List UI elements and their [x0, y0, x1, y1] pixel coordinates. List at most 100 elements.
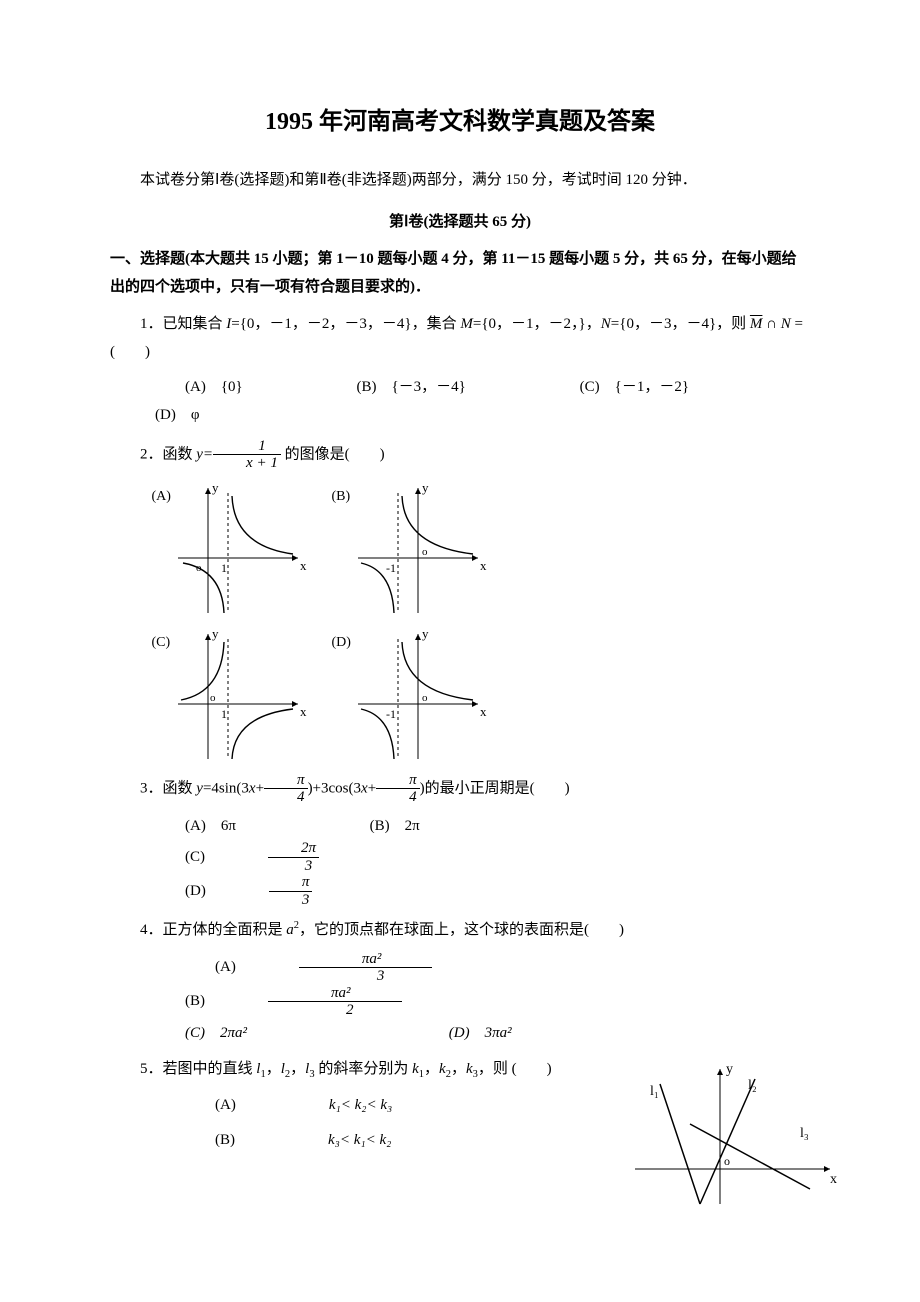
q2-graph-d: (D) x y o -1 — [328, 624, 488, 764]
q3-pi1: π — [264, 772, 308, 790]
svg-text:x: x — [830, 1172, 837, 1187]
q5-opt-b: (B) k₃< k₁< k₂ — [155, 1126, 439, 1155]
q3-cd: 3 — [268, 858, 319, 875]
q4-an: πa² — [332, 951, 382, 968]
q2-svg-b: x y o -1 — [328, 478, 488, 618]
svg-text:y: y — [212, 480, 219, 495]
intro-text: 本试卷分第Ⅰ卷(选择题)和第Ⅱ卷(非选择题)两部分，满分 150 分，考试时间 … — [110, 166, 810, 195]
q3-options: (A) 6π (B) 2π (C) 2π3 (D) π3 — [110, 812, 810, 909]
q2-svg-d: x y o -1 — [328, 624, 488, 764]
q1-m-bar: M — [750, 316, 763, 332]
q5-d: 的斜率分别为 — [315, 1061, 413, 1077]
q4-a: 4．正方体的全面积是 — [140, 922, 286, 938]
q2-graph-b: (B) x y o -1 — [328, 478, 488, 618]
q1-cap: ∩ — [762, 316, 780, 332]
svg-text:x: x — [300, 704, 307, 719]
q3-c-pre: (C) — [155, 843, 220, 872]
q3-frac2: π4 — [376, 772, 420, 806]
svg-text:-1: -1 — [386, 707, 396, 721]
q4-a2: a — [286, 922, 294, 938]
q1-text-a: 1．已知集合 — [140, 316, 226, 332]
q3-dn: π — [269, 874, 313, 892]
q3-c: + — [256, 780, 264, 796]
q1-opt-a: (A) {0} — [155, 373, 243, 402]
q2-text-b: 的图像是( ) — [281, 446, 385, 462]
svg-text:-1: -1 — [386, 561, 396, 575]
q3-opt-c: (C) 2π3 — [125, 840, 415, 874]
q3-f: )的最小正周期是( ) — [420, 780, 570, 796]
q3-frac1: π4 — [264, 772, 308, 806]
q5-c: ， — [290, 1061, 305, 1077]
q3-d-pre: (D) — [155, 877, 221, 906]
q2-graphs-row1: (A) x y o 1 (B) x y o -1 — [148, 478, 811, 618]
q5-k3: k — [466, 1061, 473, 1077]
q3-x1: x — [249, 780, 256, 796]
q1-N2: N — [781, 316, 791, 332]
q5-k2: k — [439, 1061, 446, 1077]
q3-a: 3．函数 — [140, 780, 196, 796]
q1-text-c: ={0，－1，－2，}， — [473, 316, 601, 332]
q4-b-frac: πa²2 — [268, 985, 450, 1019]
svg-text:x: x — [480, 704, 487, 719]
q3-e: + — [368, 780, 376, 796]
q4-b: ，它的顶点都在球面上，这个球的表面积是( ) — [299, 922, 624, 938]
q4-opt-a: (A) πa²3 — [155, 951, 528, 985]
q3-c-frac: 2π3 — [268, 840, 367, 874]
svg-text:x: x — [300, 558, 307, 573]
svg-text:l₂: l₂ — [748, 1078, 757, 1093]
q2-graphs-row2: (C) x y o 1 (D) x y o -1 — [148, 624, 811, 764]
svg-text:y: y — [422, 626, 429, 641]
q1-opt-d: (D) φ — [125, 401, 199, 430]
q5-e: ，则 ( ) — [478, 1061, 552, 1077]
question-3: 3．函数 y=4sin(3x+π4)+3cos(3x+π4)的最小正周期是( ) — [110, 772, 810, 806]
svg-text:o: o — [422, 692, 428, 704]
q3-b: =4sin(3 — [203, 780, 249, 796]
part-header: 第Ⅰ卷(选择题共 65 分) — [110, 208, 810, 237]
q4-opt-d: (D) 3πa² — [389, 1019, 560, 1048]
q2-frac-den: x + 1 — [213, 455, 281, 472]
q4-a-pre: (A) — [185, 953, 251, 982]
q2-fraction: 1x + 1 — [213, 438, 281, 472]
svg-text:y: y — [212, 626, 219, 641]
q1-options: (A) {0} (B) {－3，－4} (C) {－1，－2} (D) φ — [110, 373, 810, 430]
q4-bd: 2 — [268, 1002, 402, 1019]
q3-cn: 2π — [268, 840, 319, 858]
q3-x2: x — [361, 780, 368, 796]
q4-b-pre: (B) — [155, 987, 220, 1016]
q4-options: (A) πa²3 (B) πa²2 (C) 2πa² (D) 3πa² — [110, 951, 810, 1048]
q1-text-d: ={0，－3，－4}，则 — [611, 316, 750, 332]
doc-title: 1995 年河南高考文科数学真题及答案 — [110, 100, 810, 146]
svg-text:l₁: l₁ — [650, 1084, 659, 1099]
q5-k1: k — [412, 1061, 419, 1077]
q3-dd: 3 — [269, 892, 313, 909]
q5-svg: x y o l₁ l₂ l₃ — [630, 1059, 840, 1209]
q4-opt-c: (C) 2πa² — [125, 1019, 295, 1048]
q3-4b: 4 — [376, 789, 420, 806]
q2-frac-num: 1 — [213, 438, 281, 456]
svg-text:1: 1 — [221, 561, 227, 575]
question-2: 2．函数 y=1x + 1 的图像是( ) — [110, 438, 810, 472]
svg-text:y: y — [726, 1062, 733, 1077]
svg-text:o: o — [210, 692, 216, 704]
svg-text:1: 1 — [221, 707, 227, 721]
q3-pi2: π — [376, 772, 420, 790]
q1-set-N: N — [601, 316, 611, 332]
q3-opt-d: (D) π3 — [125, 874, 408, 908]
q5-opt-a: (A) k₁< k₂< k₃ — [155, 1091, 440, 1120]
q3-4a: 4 — [264, 789, 308, 806]
svg-text:o: o — [724, 1154, 730, 1168]
q1-opt-b: (B) {－3，－4} — [326, 373, 465, 402]
q4-bn: πa² — [301, 985, 351, 1002]
q3-y: y — [196, 780, 203, 796]
q2-yeq: y= — [196, 446, 213, 462]
q4-a-frac: πa²3 — [299, 951, 481, 985]
section-1-title: 一、选择题(本大题共 15 小题；第 1－10 题每小题 4 分，第 11－15… — [110, 245, 810, 302]
svg-text:y: y — [422, 480, 429, 495]
q2-svg-c: x y o 1 — [148, 624, 308, 764]
q2-svg-a: x y o 1 — [148, 478, 308, 618]
question-4: 4．正方体的全面积是 a2，它的顶点都在球面上，这个球的表面积是( ) — [110, 916, 810, 945]
q4-d: (D) 3πa² — [419, 1019, 512, 1048]
q1-set-M: M — [460, 316, 473, 332]
q5-b: ， — [266, 1061, 281, 1077]
svg-text:x: x — [480, 558, 487, 573]
